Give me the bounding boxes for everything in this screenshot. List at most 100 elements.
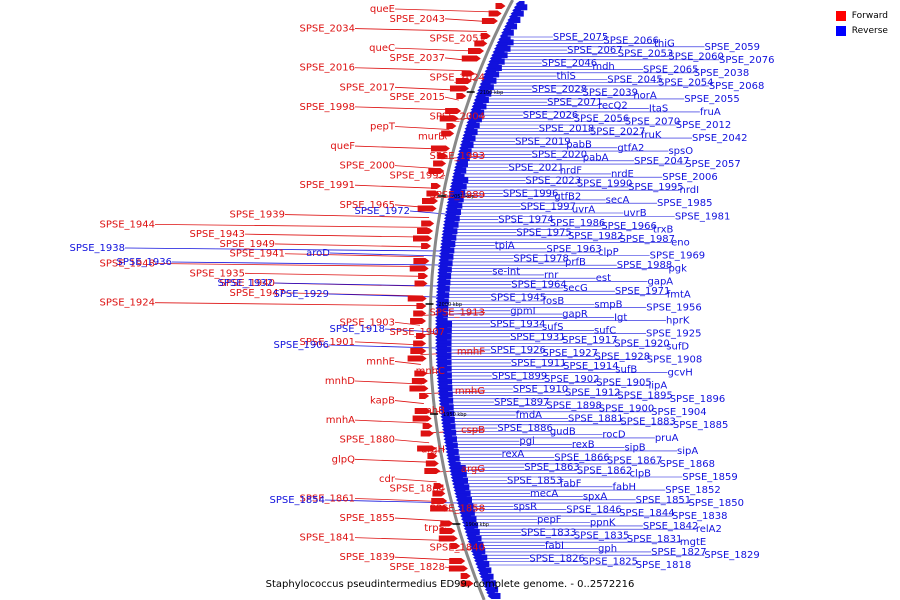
reverse-gene-label[interactable]: SPSE_2053 <box>618 48 674 59</box>
reverse-gene-label[interactable]: gpmI <box>510 306 535 317</box>
forward-gene-label[interactable]: SPSE_1935 <box>190 268 246 279</box>
forward-gene-label[interactable]: SPSE_1940 <box>220 278 276 289</box>
reverse-gene-label[interactable]: mgtE <box>680 537 706 548</box>
reverse-gene-label[interactable]: mecA <box>530 488 558 499</box>
reverse-gene-label[interactable]: SPSE_2047 <box>634 156 690 167</box>
forward-gene-label[interactable]: cdr <box>379 474 396 485</box>
forward-gene-label[interactable]: SPSE_1840 <box>430 542 486 553</box>
reverse-gene-label[interactable]: SPSE_1911 <box>511 358 566 369</box>
reverse-gene-label[interactable]: SPSE_1934 <box>490 319 545 330</box>
reverse-gene-label[interactable]: nrdI <box>680 185 700 196</box>
reverse-gene-label[interactable]: SPSE_1902 <box>544 374 600 385</box>
reverse-gene-label[interactable]: SPSE_1990 <box>577 179 633 190</box>
reverse-gene-label[interactable]: eno <box>671 237 690 248</box>
reverse-gene-label[interactable]: SPSE_1932 <box>218 278 274 289</box>
reverse-gene-label[interactable]: SPSE_1844 <box>619 508 675 519</box>
forward-gene-label[interactable]: SPSE_2024 <box>430 73 486 84</box>
reverse-gene-label[interactable]: SPSE_2021 <box>508 162 564 173</box>
reverse-gene-label[interactable]: SPSE_1914 <box>563 361 619 372</box>
reverse-gene-label[interactable]: SPSE_1987 <box>620 234 676 245</box>
reverse-gene-label[interactable]: SPSE_1964 <box>511 280 567 291</box>
reverse-gene-label[interactable]: SPSE_1988 <box>617 260 673 271</box>
reverse-gene-label[interactable]: SPSE_1910 <box>513 384 569 395</box>
reverse-gene-label[interactable]: spsO <box>668 146 693 157</box>
forward-gene-label[interactable]: glpQ <box>332 454 355 465</box>
reverse-gene-label[interactable]: SPSE_1918 <box>330 324 386 335</box>
forward-gene-label[interactable]: SPSE_2004 <box>430 112 486 123</box>
reverse-gene-label[interactable]: gapR <box>562 309 588 320</box>
forward-gene-label[interactable]: cspB <box>461 425 485 436</box>
reverse-gene-label[interactable]: SPSE_2071 <box>547 97 603 108</box>
reverse-gene-label[interactable]: spxA <box>583 492 607 503</box>
forward-gene-label[interactable]: queE <box>370 4 395 15</box>
reverse-gene-label[interactable]: SPSE_2070 <box>625 117 681 128</box>
reverse-gene-label[interactable]: SPSE_1912 <box>565 387 621 398</box>
reverse-gene-label[interactable]: SPSE_1886 <box>497 423 552 434</box>
reverse-gene-label[interactable]: sipB <box>624 443 645 454</box>
forward-gene-label[interactable]: mnhA <box>326 415 355 426</box>
reverse-gene-label[interactable]: est <box>596 273 611 284</box>
reverse-gene-label[interactable]: pabB <box>566 140 592 151</box>
reverse-gene-label[interactable]: SPSE_1981 <box>675 211 731 222</box>
reverse-gene-label[interactable]: sufD <box>666 342 689 353</box>
forward-gene-label[interactable]: kapB <box>370 396 395 407</box>
reverse-gene-label[interactable]: SPSE_1905 <box>596 377 652 388</box>
reverse-gene-label[interactable]: sufS <box>542 322 563 333</box>
forward-gene-label[interactable]: SPSE_1880 <box>340 435 396 446</box>
forward-gene-label[interactable]: SPSE_1903 <box>340 317 396 328</box>
reverse-gene-label[interactable]: sufC <box>594 325 616 336</box>
reverse-gene-label[interactable]: SPSE_1975 <box>516 228 572 239</box>
forward-gene-label[interactable]: SPSE_1841 <box>300 533 356 544</box>
reverse-gene-label[interactable]: SPSE_1925 <box>646 329 702 340</box>
forward-gene-label[interactable]: SPSE_1998 <box>300 102 356 113</box>
forward-gene-label[interactable]: SPSE_1924 <box>100 298 156 309</box>
reverse-gene-label[interactable]: SPSE_1908 <box>647 355 703 366</box>
forward-gene-label[interactable]: SPSE_1855 <box>340 513 396 524</box>
forward-gene-label[interactable]: argG <box>461 464 485 475</box>
reverse-gene-label[interactable]: SPSE_2067 <box>567 45 623 56</box>
reverse-gene-label[interactable]: rexA <box>502 449 525 460</box>
reverse-gene-label[interactable]: SPSE_1974 <box>498 215 554 226</box>
reverse-gene-label[interactable]: rexB <box>572 439 595 450</box>
forward-gene-label[interactable]: argH <box>421 445 445 456</box>
reverse-gene-label[interactable]: SPSE_1966 <box>601 221 657 232</box>
reverse-gene-label[interactable]: thiS <box>557 71 576 82</box>
reverse-gene-label[interactable]: relA2 <box>696 524 722 535</box>
reverse-gene-label[interactable]: SPSE_2045 <box>607 74 663 85</box>
reverse-gene-label[interactable]: SPSE_2042 <box>692 133 748 144</box>
forward-gene-label[interactable]: SPSE_1828 <box>390 562 446 573</box>
reverse-gene-label[interactable]: SPSE_2038 <box>694 68 750 79</box>
reverse-gene-label[interactable]: clpB <box>630 469 652 480</box>
reverse-gene-label[interactable]: ItaS <box>649 104 668 115</box>
reverse-gene-label[interactable]: SPSE_2055 <box>684 94 740 105</box>
reverse-gene-label[interactable]: SPSE_1863 <box>524 462 580 473</box>
forward-gene-label[interactable]: mnhG <box>455 386 485 397</box>
reverse-gene-label[interactable]: fabH <box>612 482 636 493</box>
forward-gene-label[interactable]: SPSE_1907 <box>390 327 446 338</box>
reverse-gene-label[interactable]: SPSE_2076 <box>719 55 775 66</box>
forward-gene-label[interactable]: SPSE_1949 <box>220 239 276 250</box>
reverse-gene-label[interactable]: gph <box>598 544 617 555</box>
reverse-gene-label[interactable]: SPSE_1854 <box>270 495 326 506</box>
forward-gene-label[interactable]: SPSE_1947 <box>230 288 286 299</box>
reverse-gene-label[interactable]: uvrB <box>623 208 646 219</box>
reverse-gene-label[interactable]: SPSE_2028 <box>532 84 588 95</box>
reverse-gene-label[interactable]: SPSE_1928 <box>595 351 651 362</box>
reverse-gene-label[interactable]: gtfB2 <box>554 192 581 203</box>
reverse-gene-label[interactable]: SPSE_1996 <box>503 188 559 199</box>
forward-gene-label[interactable]: SPSE_1858 <box>430 503 486 514</box>
reverse-gene-label[interactable]: pruA <box>655 433 679 444</box>
reverse-gene-label[interactable]: fosB <box>542 296 564 307</box>
reverse-gene-label[interactable]: pgk <box>668 263 687 274</box>
reverse-gene-label[interactable]: SPSE_1829 <box>704 550 760 561</box>
forward-gene-label[interactable]: SPSE_1864 <box>390 484 446 495</box>
reverse-gene-label[interactable]: SPSE_2018 <box>539 123 595 134</box>
reverse-gene-label[interactable]: gtfA2 <box>617 143 644 154</box>
reverse-gene-label[interactable]: ppnK <box>590 518 616 529</box>
reverse-gene-label[interactable]: SPSE_2026 <box>523 110 579 121</box>
reverse-gene-label[interactable]: SPSE_1885 <box>673 420 729 431</box>
reverse-gene-label[interactable]: SPSE_2046 <box>542 58 598 69</box>
reverse-gene-label[interactable]: SPSE_2065 <box>643 65 699 76</box>
reverse-gene-label[interactable]: SPSE_1868 <box>660 459 716 470</box>
forward-gene-label[interactable]: mnhB <box>416 405 445 416</box>
